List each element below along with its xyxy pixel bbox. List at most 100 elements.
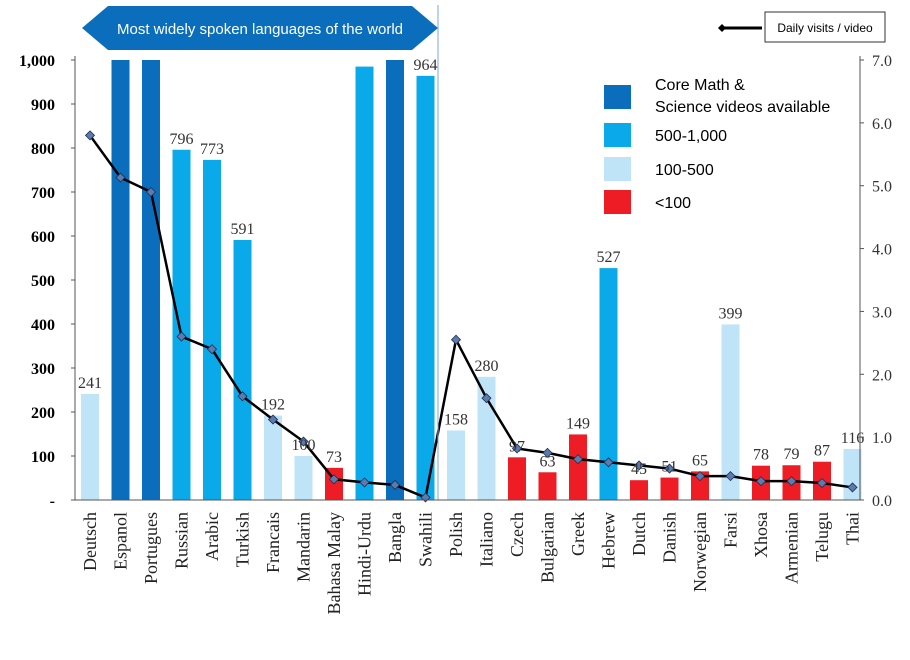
- category-label: Francais: [263, 512, 283, 573]
- bar: [294, 456, 313, 500]
- category-label: Greek: [568, 512, 588, 556]
- bar: [81, 393, 99, 500]
- line-point: [389, 479, 401, 490]
- bar: [447, 430, 465, 500]
- bar: [691, 471, 709, 500]
- data-label: 73: [326, 449, 342, 466]
- category-label: Hindi-Urdu: [355, 512, 375, 596]
- category-label: Farsi: [721, 512, 741, 548]
- line-point: [786, 476, 797, 487]
- legend-label: Science videos available: [655, 99, 830, 116]
- bar: [569, 434, 587, 500]
- data-label: 100: [292, 437, 316, 454]
- bar: [416, 75, 435, 500]
- line-point: [481, 393, 492, 404]
- line-point: [847, 482, 858, 493]
- bars-layer: [81, 60, 862, 500]
- legend-swatch: [604, 157, 631, 181]
- data-label: 192: [261, 397, 285, 414]
- category-label: Arabic: [202, 512, 222, 561]
- data-label: 280: [475, 358, 499, 375]
- line-point: [328, 474, 340, 485]
- category-label: Armenian: [782, 512, 802, 584]
- line-point: [725, 471, 736, 482]
- left-tick-label: 100: [31, 449, 55, 466]
- data-label: 79: [784, 446, 800, 463]
- data-label: 149: [566, 415, 590, 432]
- category-label: Bulgarian: [538, 512, 558, 583]
- category-label: Thai: [843, 512, 863, 545]
- right-tick-label: 2.0: [872, 367, 892, 384]
- data-label: 45: [631, 461, 647, 478]
- category-label: Danish: [660, 512, 680, 563]
- data-label: 591: [231, 221, 255, 238]
- data-label: 796: [170, 131, 194, 148]
- axes: - 100 200 300 400 500 600 700 800 900 1,000 0.0 1.0 2…: [19, 5, 892, 614]
- line-point: [206, 344, 218, 355]
- data-label: 158: [444, 411, 468, 428]
- category-label: Mandarin: [294, 512, 314, 582]
- right-tick-label: 3.0: [872, 304, 892, 321]
- bar: [233, 239, 252, 500]
- category-label: Norwegian: [690, 512, 710, 592]
- banner-arrow: [82, 6, 438, 50]
- bar: [386, 60, 404, 500]
- line-point: [664, 463, 675, 474]
- line-point: [816, 477, 828, 489]
- left-tick-label: 800: [31, 141, 55, 158]
- bar: [630, 480, 648, 500]
- right-tick-label: 6.0: [872, 116, 892, 133]
- banner-text: Most widely spoken languages of the worl…: [117, 21, 403, 38]
- category-label: Espanol: [111, 512, 131, 570]
- line-path: [88, 134, 853, 500]
- category-label: Hebrew: [599, 512, 619, 569]
- right-tick-label: 0.0: [872, 493, 892, 510]
- line-point: [450, 334, 462, 345]
- bar: [111, 60, 130, 500]
- line-point: [359, 477, 370, 488]
- line-point: [237, 391, 248, 402]
- category-label: Russian: [172, 512, 192, 569]
- legend-line-label: Daily visits / video: [777, 21, 873, 35]
- data-labels: 241 796 773 591 192 100 73 964 158 280 97 63 149 527 4…: [78, 57, 864, 478]
- line-point: [115, 172, 126, 183]
- left-tick-label: 200: [31, 405, 55, 422]
- left-tick-label: 1,000: [19, 53, 55, 70]
- data-label: 399: [719, 305, 743, 322]
- category-label: Dutch: [629, 512, 649, 556]
- category-label: Xhosa: [751, 512, 771, 558]
- data-label: 78: [753, 447, 769, 464]
- line-point: [298, 436, 309, 447]
- data-label: 51: [662, 459, 678, 476]
- legend-line-marker: [718, 24, 726, 32]
- line-point: [267, 414, 279, 425]
- bar: [660, 477, 679, 500]
- legend-swatch: [604, 85, 631, 109]
- right-tick-label: 1.0: [872, 430, 892, 447]
- right-tick-label: 5.0: [872, 179, 892, 196]
- left-tick-label: 900: [31, 97, 55, 114]
- data-label: 964: [414, 57, 438, 74]
- right-tick-label: 4.0: [872, 242, 892, 259]
- line-series: [84, 130, 858, 503]
- bar: [203, 159, 221, 500]
- line-point: [694, 471, 706, 482]
- category-label: Swahili: [416, 512, 436, 567]
- left-tick-label: 700: [31, 185, 55, 202]
- left-tick-label: 500: [31, 273, 55, 290]
- legend-label: Core Math &: [655, 77, 745, 94]
- data-label: 63: [540, 453, 556, 470]
- line-point: [603, 457, 614, 468]
- data-label: 773: [200, 141, 224, 158]
- category-label: Turkish: [233, 512, 253, 567]
- data-label: 97: [509, 438, 525, 455]
- legend-swatch: [604, 190, 631, 214]
- data-label: 241: [78, 375, 102, 392]
- line-point: [755, 476, 767, 487]
- legend-label: 500-1,000: [655, 128, 727, 145]
- bar: [355, 66, 374, 500]
- bar: [142, 60, 160, 500]
- category-label: Czech: [507, 512, 527, 557]
- left-tick-label: -: [50, 493, 55, 510]
